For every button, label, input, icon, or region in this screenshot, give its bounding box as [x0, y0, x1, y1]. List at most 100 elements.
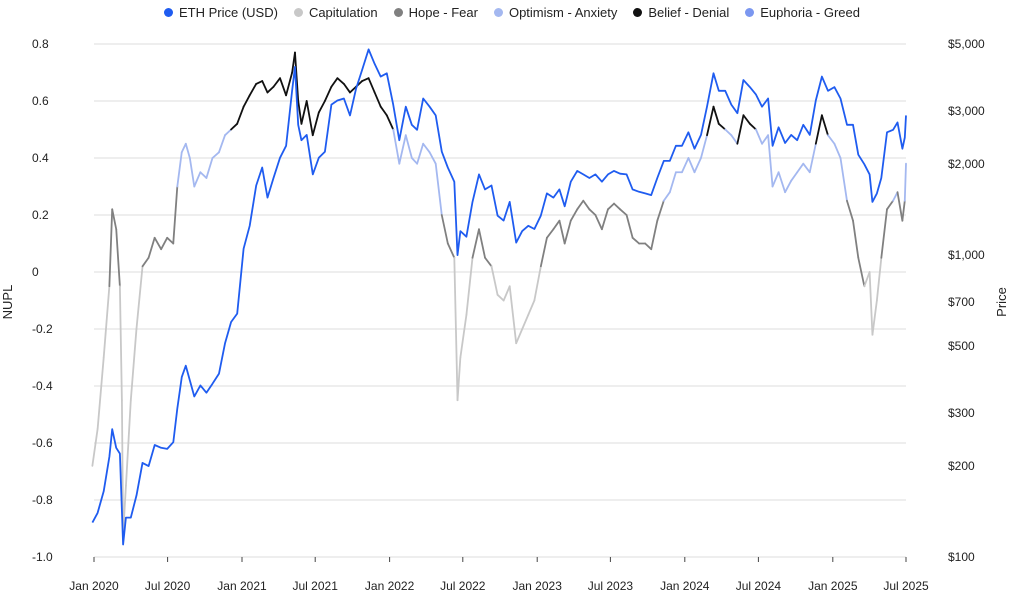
legend-item-belief-denial[interactable]: Belief - Denial — [633, 5, 729, 20]
nupl-segment — [552, 219, 561, 231]
nupl-segment — [456, 356, 462, 402]
nupl-segment — [367, 77, 376, 94]
nupl-segment — [863, 271, 871, 288]
nupl-segment — [892, 191, 899, 202]
nupl-segment — [656, 199, 665, 222]
right-tick-label: $2,000 — [948, 157, 985, 171]
nupl-segment — [601, 208, 609, 231]
nupl-segment — [539, 236, 548, 268]
nupl-segment — [236, 105, 245, 125]
nupl-segment — [802, 162, 811, 174]
nupl-segment — [434, 162, 443, 216]
nupl-segment — [125, 399, 132, 487]
x-tick-label: Jan 2024 — [660, 579, 710, 593]
nupl-segment — [218, 134, 226, 154]
left-tick-label: 0.6 — [32, 94, 49, 108]
legend-dot-eth-price — [163, 8, 173, 17]
nupl-segment — [871, 299, 878, 336]
nupl-segment — [180, 142, 187, 154]
nupl-segment — [827, 134, 836, 145]
nupl-segment — [839, 157, 848, 202]
nupl-segment — [392, 128, 401, 165]
nupl-segment — [446, 242, 456, 259]
nupl-segment — [681, 157, 690, 174]
nupl-segment — [199, 171, 208, 179]
nupl-segment — [613, 202, 622, 211]
nupl-segment — [706, 105, 715, 137]
nupl-segment — [558, 219, 566, 245]
nupl-segment — [330, 77, 339, 88]
nupl-segment — [108, 208, 114, 288]
nupl-segment — [324, 85, 333, 102]
x-tick-label: Jul 2021 — [293, 579, 339, 593]
nupl-segment — [767, 134, 774, 188]
nupl-segment — [297, 100, 303, 125]
legend-item-euphoria-greed[interactable]: Euphoria - Greed — [745, 5, 860, 20]
nupl-segment — [631, 236, 641, 245]
nupl-segment — [515, 328, 524, 345]
nupl-segment — [459, 313, 468, 359]
nupl-segment — [742, 114, 751, 125]
nupl-segment — [336, 77, 345, 85]
right-axis-ticks: $100 $200 $300 $500 $700 $1,000 $2,000 $3,000 $5… — [948, 37, 985, 564]
nupl-segment — [248, 83, 258, 97]
nupl-segment — [650, 219, 659, 251]
nupl-segment — [317, 100, 326, 114]
nupl-segment — [736, 114, 745, 145]
nupl-segment — [135, 265, 144, 330]
nupl-segment — [901, 199, 906, 222]
nupl-segment — [712, 105, 720, 125]
nupl-segment — [118, 285, 123, 402]
legend-item-eth-price[interactable]: ETH Price (USD) — [163, 5, 278, 20]
nupl-segment — [465, 256, 474, 316]
nupl-segment — [361, 77, 370, 82]
x-tick-label: Jan 2023 — [513, 579, 563, 593]
right-tick-label: $100 — [948, 550, 975, 564]
legend-item-hope-fear[interactable]: Hope - Fear — [393, 5, 478, 20]
nupl-segment — [428, 151, 437, 165]
nupl-segment — [193, 171, 202, 188]
nupl-segment — [294, 51, 300, 102]
right-axis-label: Price — [994, 287, 1009, 317]
x-tick-label: Jan 2021 — [217, 579, 267, 593]
x-tick-label: Jul 2022 — [440, 579, 486, 593]
nupl-segment — [160, 236, 169, 251]
nupl-segment — [790, 171, 799, 182]
legend-dot-capitulation — [293, 8, 303, 17]
nupl-segment — [115, 228, 121, 288]
legend-label-eth-price: ETH Price (USD) — [178, 5, 278, 20]
eth-price-line — [91, 48, 907, 546]
legend-label-optimism-anxiety: Optimism - Anxiety — [508, 5, 618, 20]
left-tick-label: 0.2 — [32, 208, 49, 222]
legend-dot-optimism-anxiety — [493, 8, 503, 17]
legend-item-optimism-anxiety[interactable]: Optimism - Anxiety — [493, 5, 618, 20]
nupl-segment — [272, 77, 281, 88]
nupl-segment — [777, 171, 786, 194]
nupl-segment — [471, 228, 480, 259]
nupl-series — [91, 51, 907, 536]
nupl-segment — [305, 100, 314, 137]
x-tick-label: Jul 2020 — [145, 579, 191, 593]
nupl-segment — [896, 191, 904, 222]
nupl-segment — [700, 134, 708, 159]
nupl-segment — [755, 128, 763, 145]
nupl-segment — [379, 105, 388, 117]
nupl-segment — [761, 134, 770, 145]
nupl-segment — [122, 484, 127, 536]
left-tick-label: 0.8 — [32, 37, 49, 51]
nupl-segment — [880, 208, 888, 259]
nupl-segment — [453, 256, 459, 402]
right-tick-label: $5,000 — [948, 37, 985, 51]
nupl-segment — [188, 157, 196, 188]
nupl-segment — [102, 285, 111, 359]
nupl-segment — [279, 77, 287, 97]
nupl-segment — [242, 94, 251, 108]
nupl-segment — [569, 208, 579, 222]
nupl-segment — [440, 214, 449, 245]
legend-item-capitulation[interactable]: Capitulation — [293, 5, 378, 20]
nupl-segment — [166, 236, 175, 245]
nupl-segment — [687, 157, 696, 174]
nupl-segment — [343, 83, 351, 94]
nupl-segment — [808, 142, 817, 174]
